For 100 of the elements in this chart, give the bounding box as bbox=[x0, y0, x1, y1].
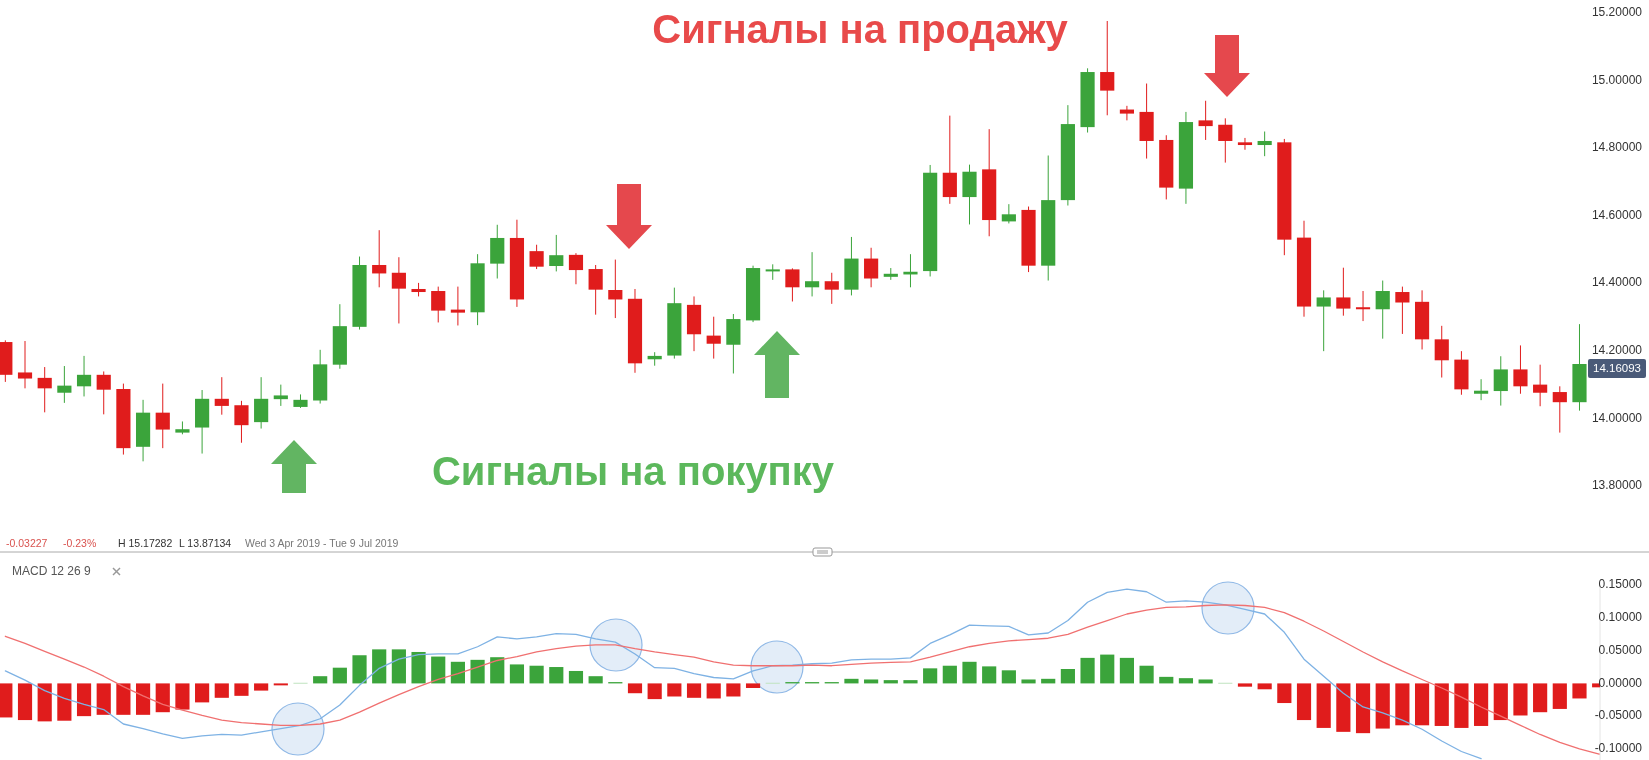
candlestick bbox=[273, 384, 288, 407]
candlestick bbox=[1493, 355, 1508, 407]
candlestick bbox=[17, 340, 33, 389]
bar bbox=[1493, 683, 1508, 721]
bar bbox=[1021, 679, 1036, 684]
chart-title: MACD 12 26 9 bbox=[12, 564, 92, 579]
bar bbox=[883, 680, 898, 684]
bar bbox=[726, 683, 741, 697]
bar bbox=[1237, 683, 1253, 687]
candlestick bbox=[1237, 137, 1253, 151]
candlestick bbox=[234, 400, 249, 444]
bar bbox=[568, 670, 584, 684]
bar bbox=[1080, 657, 1095, 684]
bar bbox=[745, 683, 761, 688]
bar bbox=[686, 683, 702, 698]
candlestick bbox=[37, 366, 52, 413]
bar bbox=[96, 683, 111, 715]
candlestick bbox=[155, 383, 170, 449]
bar bbox=[588, 676, 603, 684]
candlestick bbox=[706, 316, 721, 360]
text: Wed 3 Apr 2019 - Tue 9 Jul 2019 bbox=[245, 536, 399, 549]
candlestick bbox=[254, 376, 269, 430]
bar bbox=[1513, 683, 1528, 716]
bar bbox=[490, 657, 505, 684]
bar bbox=[1552, 683, 1567, 709]
bar bbox=[352, 655, 367, 684]
candlestick bbox=[568, 252, 584, 285]
candlestick bbox=[1218, 117, 1233, 164]
bar bbox=[1178, 678, 1194, 684]
y-tick-label: 14.80000 bbox=[1591, 140, 1643, 155]
annotation: 14.16093 bbox=[1593, 361, 1641, 374]
candlestick bbox=[1375, 280, 1390, 340]
candlestick bbox=[1119, 105, 1134, 121]
y-tick-label: 13.80000 bbox=[1591, 478, 1643, 493]
y-tick-label: 15.00000 bbox=[1591, 72, 1643, 87]
bar bbox=[470, 659, 485, 684]
bar bbox=[1119, 657, 1134, 684]
bar bbox=[155, 683, 170, 713]
candlestick bbox=[1552, 385, 1567, 434]
candlestick bbox=[76, 355, 92, 397]
line-series bbox=[4, 588, 1482, 760]
y-tick-label: -0.05000 bbox=[1594, 708, 1643, 723]
y-tick-label: 0.10000 bbox=[1598, 610, 1643, 625]
candlestick bbox=[1533, 364, 1548, 407]
text: -0.23% bbox=[63, 536, 97, 549]
bar bbox=[1533, 683, 1548, 713]
bar bbox=[37, 683, 52, 722]
y-tick-label: 0.15000 bbox=[1598, 577, 1643, 592]
bar bbox=[195, 683, 210, 703]
bar bbox=[391, 649, 406, 684]
candlestick bbox=[1336, 267, 1351, 317]
text: H 15.17282 bbox=[118, 536, 173, 549]
bar bbox=[1316, 683, 1331, 728]
bar bbox=[1060, 669, 1075, 684]
bar bbox=[1454, 683, 1469, 728]
bar bbox=[1375, 683, 1390, 729]
bar bbox=[942, 665, 957, 684]
bar bbox=[0, 683, 13, 718]
candlestick bbox=[588, 264, 603, 316]
candlestick bbox=[549, 234, 564, 272]
y-tick-label: 15.20000 bbox=[1591, 5, 1643, 20]
bar bbox=[1277, 683, 1292, 704]
candlestick bbox=[1198, 100, 1213, 141]
bar bbox=[332, 667, 347, 684]
bar bbox=[372, 649, 387, 684]
y-tick-label: -0.10000 bbox=[1594, 741, 1643, 756]
bar bbox=[627, 683, 643, 694]
bar bbox=[57, 683, 72, 721]
bar bbox=[1257, 683, 1272, 690]
bar bbox=[313, 676, 328, 684]
candlestick bbox=[96, 370, 111, 415]
bar bbox=[135, 683, 151, 715]
candlestick bbox=[214, 376, 229, 416]
bar bbox=[254, 683, 269, 691]
annotation: Сигналы на продажу bbox=[652, 6, 1069, 51]
y-tick-label: 14.40000 bbox=[1591, 275, 1643, 290]
bar bbox=[923, 668, 938, 684]
bar bbox=[175, 683, 190, 710]
candlestick bbox=[529, 244, 544, 270]
candlestick bbox=[824, 272, 839, 305]
bar bbox=[234, 683, 249, 696]
candlestick bbox=[1395, 286, 1410, 335]
annotation: Сигналы на покупку bbox=[431, 448, 835, 493]
candlestick bbox=[805, 251, 820, 297]
candlestick bbox=[1434, 325, 1449, 379]
bar bbox=[1474, 683, 1489, 726]
bar bbox=[431, 656, 446, 684]
y-tick-label: 14.00000 bbox=[1591, 410, 1643, 425]
candlestick bbox=[431, 286, 446, 323]
bar bbox=[1159, 676, 1174, 684]
bar bbox=[1414, 683, 1430, 726]
bar bbox=[864, 679, 879, 684]
bar bbox=[1572, 683, 1587, 699]
y-tick-label: 14.60000 bbox=[1591, 207, 1643, 222]
text: -0.03227 bbox=[6, 536, 48, 549]
y-tick-label: 0.05000 bbox=[1598, 642, 1643, 657]
y-tick-label: 14.20000 bbox=[1591, 343, 1643, 357]
bar bbox=[1395, 683, 1410, 726]
bar bbox=[903, 680, 918, 684]
bar bbox=[411, 651, 426, 684]
